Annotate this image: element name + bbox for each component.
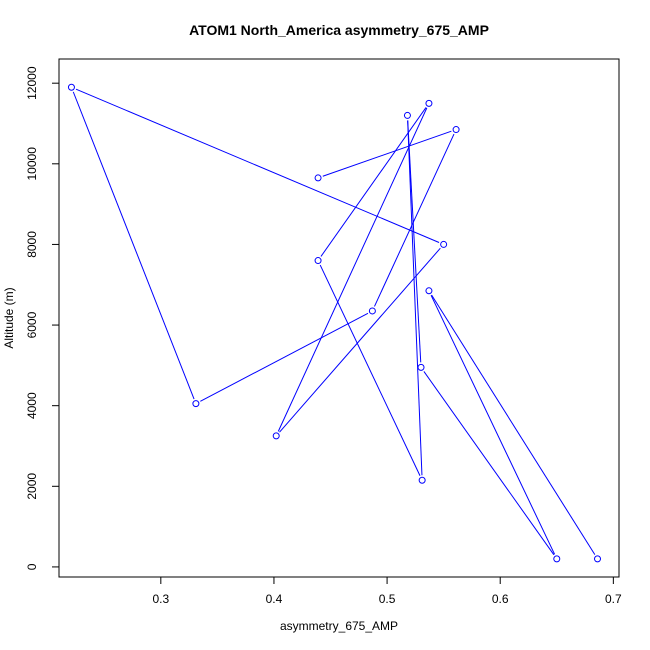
data-point xyxy=(594,555,602,563)
series-line xyxy=(72,88,596,556)
data-point xyxy=(418,476,426,484)
series-segment xyxy=(322,130,452,177)
y-axis-label: Altitude (m) xyxy=(2,287,16,348)
series-segment xyxy=(72,91,195,400)
data-point xyxy=(368,307,376,315)
y-axis: 0 2000 4000 6000 8000 10000 12000 xyxy=(25,66,60,570)
series-segment xyxy=(431,294,596,555)
data-point xyxy=(425,99,433,107)
y-tick-label: 12000 xyxy=(25,66,39,100)
data-point xyxy=(452,126,460,134)
y-tick-label: 6000 xyxy=(25,311,39,338)
data-point xyxy=(403,111,411,119)
series-segment xyxy=(374,133,455,307)
x-tick-label: 0.3 xyxy=(152,592,169,606)
data-point xyxy=(553,555,561,563)
series-segment xyxy=(407,120,423,476)
data-point xyxy=(417,363,425,371)
series-segment xyxy=(407,120,422,363)
data-point xyxy=(314,174,322,182)
data-point xyxy=(314,257,322,265)
y-tick-label: 4000 xyxy=(25,392,39,419)
series-segment xyxy=(279,247,441,433)
y-tick-label: 0 xyxy=(25,563,39,570)
series-segment xyxy=(200,312,369,402)
series-segment xyxy=(75,88,440,243)
series-segment xyxy=(277,107,428,432)
x-tick-label: 0.5 xyxy=(379,592,396,606)
y-tick-label: 10000 xyxy=(25,147,39,181)
plot-frame xyxy=(58,58,620,578)
series-segment xyxy=(423,371,555,556)
y-tick-label: 8000 xyxy=(25,231,39,258)
series-segment xyxy=(320,107,427,257)
x-axis: 0.3 0.4 0.5 0.6 0.7 xyxy=(152,576,622,606)
x-tick-label: 0.7 xyxy=(605,592,622,606)
series-segment xyxy=(319,264,421,476)
chart-title: ATOM1 North_America asymmetry_675_AMP xyxy=(189,22,489,38)
y-tick-label: 2000 xyxy=(25,473,39,500)
x-axis-label: asymmetry_675_AMP xyxy=(280,619,398,633)
series-points xyxy=(67,83,602,563)
x-tick-label: 0.4 xyxy=(266,592,283,606)
series-segment xyxy=(430,295,556,555)
data-point xyxy=(440,240,448,248)
data-point xyxy=(67,83,75,91)
x-tick-label: 0.6 xyxy=(492,592,509,606)
data-point xyxy=(272,432,280,440)
data-point xyxy=(425,287,433,295)
data-point xyxy=(192,400,200,408)
